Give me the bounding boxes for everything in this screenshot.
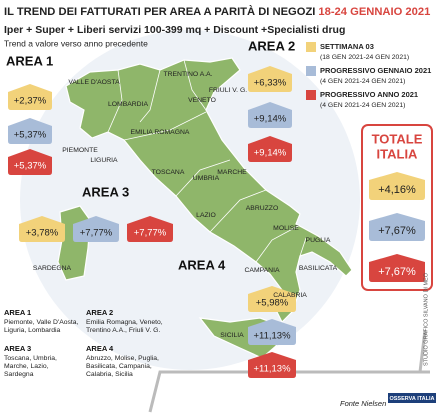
legend-swatch [306, 42, 316, 52]
region-label: VENETO [188, 97, 216, 104]
region-label: EMILIA ROMAGNA [131, 129, 190, 136]
region-label: UMBRIA [193, 175, 220, 182]
badge-value: +4,16% [378, 184, 416, 196]
area-label: AREA 2 [248, 38, 295, 53]
region-label: TOSCANA [152, 169, 185, 176]
badge-value: +11,13% [253, 331, 291, 342]
region-borders [107, 59, 307, 263]
region-label: PUGLIA [306, 237, 331, 244]
legend-label: PROGRESSIVO GENNAIO 2021 [320, 66, 431, 75]
subtitle: Iper + Super + Liberi servizi 100-399 mq… [4, 24, 345, 36]
badge-value: +7,77% [80, 228, 113, 239]
region-label: BASILICATA [299, 265, 338, 272]
badge-value: +3,78% [26, 228, 59, 239]
key-line: Calabria, Sicilia [86, 371, 133, 378]
key-line: Liguria, Lombardia [4, 327, 61, 334]
badge [248, 102, 292, 128]
badge-value: +9,14% [254, 114, 287, 125]
legend-label: PROGRESSIVO ANNO 2021 [320, 90, 418, 99]
total-title: ITALIA [377, 146, 419, 161]
logo-box [388, 393, 436, 403]
badge [8, 84, 52, 110]
key-line: Piemonte, Valle D'Aosta, [4, 319, 79, 326]
region-label: TRENTINO A.A. [163, 71, 212, 78]
key-line: Abruzzo, Molise, Puglia, [86, 355, 159, 362]
badge-value: +5,37% [14, 130, 47, 141]
badge [8, 149, 52, 175]
area-label: AREA 3 [82, 184, 129, 199]
badge [127, 216, 173, 242]
cart [148, 329, 430, 413]
badge [248, 352, 296, 378]
badge-value: +9,14% [254, 148, 287, 159]
badge [369, 254, 425, 282]
badge-value: +7,67% [378, 225, 416, 237]
region-label: SARDEGNA [33, 265, 72, 272]
region-label: CAMPANIA [245, 267, 280, 274]
badge [248, 136, 292, 162]
region-label: PIEMONTE [62, 147, 98, 154]
badge-value: +5,37% [14, 161, 47, 172]
badge-value: +2,37% [14, 96, 47, 107]
badge [248, 286, 296, 312]
region-label: LAZIO [196, 212, 216, 219]
legend-swatch [306, 66, 316, 76]
badge [369, 172, 425, 200]
badge-value: +7,67% [378, 266, 416, 278]
badge [8, 118, 52, 144]
logo: OSSERVA ITALIA [389, 396, 434, 402]
region-label: MOLISE [273, 225, 299, 232]
key-title: AREA 2 [86, 308, 113, 317]
region-label: ABRUZZO [246, 205, 278, 212]
legend-swatch [306, 90, 316, 100]
key-line: Sardegna [4, 371, 34, 378]
area-label: AREA 1 [6, 53, 53, 68]
area-label: AREA 4 [178, 257, 226, 272]
badge [248, 319, 296, 345]
region-label: LIGURIA [90, 157, 118, 164]
key-title: AREA 3 [4, 344, 31, 353]
key-title: AREA 1 [4, 308, 31, 317]
badge [73, 216, 119, 242]
legend-period: (4 GEN 2021-24 GEN 2021) [320, 78, 405, 85]
credit: STUDIO GRAFICO SILVANO DI MEO [423, 272, 429, 366]
title-date: 18-24 GENNAIO 2021 [318, 6, 430, 18]
region-label: LOMBARDIA [108, 101, 149, 108]
badge [19, 216, 65, 242]
badge-value: +5,98% [256, 298, 289, 309]
badge-value: +6,33% [254, 78, 287, 89]
title: IL TREND DEI FATTURATI PER AREA A PARITÀ… [4, 5, 315, 18]
key-line: Marche, Lazio, [4, 363, 49, 370]
badge [369, 213, 425, 241]
legend-label: SETTIMANA 03 [320, 42, 374, 51]
region-label: CALABRIA [273, 292, 307, 299]
key-line: Trentino A.A., Friuli V. G. [86, 327, 160, 334]
key-line: Emilia Romagna, Veneto, [86, 319, 163, 326]
key-line: Toscana, Umbria, [4, 355, 57, 362]
note: Trend a valore verso anno precedente [4, 38, 148, 48]
legend-period: (18 GEN 2021-24 GEN 2021) [320, 54, 409, 61]
total-title: TOTALE [372, 131, 423, 146]
total-box [361, 124, 433, 291]
key-title: AREA 4 [86, 344, 114, 353]
badge-value: +7,77% [134, 228, 167, 239]
region-label: SICILIA [220, 332, 244, 339]
region-label: MARCHE [217, 169, 247, 176]
badge-value: +11,13% [253, 364, 291, 375]
source: Fonte Nielsen [340, 399, 386, 408]
italy-mainland [65, 57, 353, 324]
legend-period: (4 GEN 2021-24 GEN 2021) [320, 102, 405, 109]
region-label: VALLE D'AOSTA [68, 79, 120, 86]
badge [248, 66, 292, 92]
key-line: Basilicata, Campania, [86, 363, 152, 370]
region-label: FRIULI V. G. [209, 87, 247, 94]
